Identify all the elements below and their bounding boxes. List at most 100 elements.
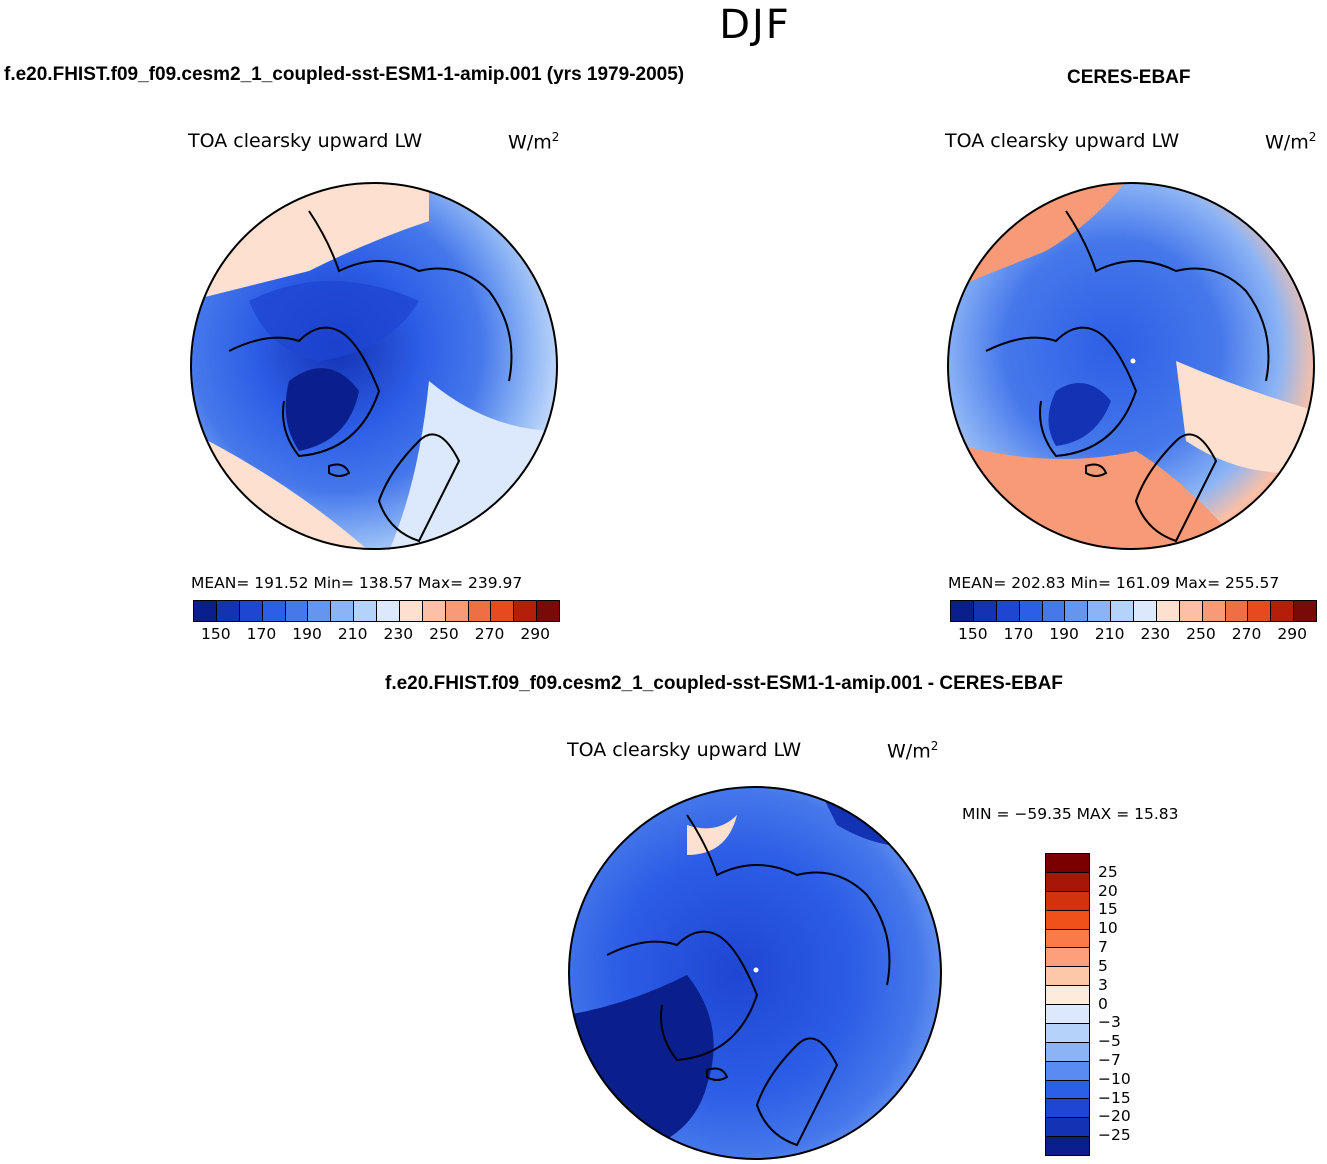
colorbar-box	[445, 601, 469, 621]
colorbar-box	[422, 601, 446, 621]
colorbar-box	[354, 601, 377, 621]
colorbar-box	[1065, 601, 1089, 621]
colorbar-tick-label: −20	[1098, 1107, 1131, 1126]
colorbar-box	[1046, 929, 1089, 949]
colorbar-box	[491, 601, 515, 621]
diff-pole-marker	[753, 967, 759, 973]
model-polar-map	[190, 182, 558, 550]
obs-polar-map	[947, 182, 1315, 550]
obs-coastlines	[985, 210, 1270, 543]
diff-colorbar	[1045, 853, 1090, 1156]
colorbar-box	[308, 601, 332, 621]
colorbar-tick-label: 170	[246, 625, 277, 643]
colorbar-tick-label: 3	[1098, 975, 1108, 994]
colorbar-tick-label: 190	[1049, 625, 1079, 643]
diff-positive-region	[687, 815, 737, 855]
diff-polar-map	[568, 786, 942, 1160]
colorbar-box	[331, 601, 355, 621]
diff-units-label: W/m2	[887, 739, 938, 762]
obs-colorbar	[950, 600, 1317, 622]
units-base: W/m	[508, 131, 552, 154]
model-map-boundary	[190, 182, 558, 550]
colorbar-tick-label: 290	[520, 625, 550, 643]
colorbar-tick-label: 210	[337, 625, 368, 643]
model-variable-label: TOA clearsky upward LW	[188, 130, 423, 152]
colorbar-box	[285, 601, 309, 621]
colorbar-box	[1046, 986, 1089, 1005]
units-base: W/m	[887, 740, 931, 763]
diff-panel-title: f.e20.FHIST.f09_f09.cesm2_1_coupled-sst-…	[385, 673, 1063, 694]
model-greenland-minimum	[285, 368, 359, 451]
colorbar-box	[537, 601, 559, 621]
colorbar-box	[216, 601, 240, 621]
colorbar-box	[1046, 891, 1089, 911]
obs-greenland-minimum	[1048, 383, 1111, 446]
diff-variable-label: TOA clearsky upward LW	[567, 739, 802, 761]
colorbar-tick-label: 150	[958, 625, 988, 643]
colorbar-tick-label: 150	[201, 625, 231, 643]
colorbar-box	[1248, 601, 1272, 621]
colorbar-tick-label: 270	[1231, 625, 1262, 643]
colorbar-box	[1046, 948, 1089, 968]
colorbar-tick-label: 5	[1098, 956, 1108, 975]
colorbar-box	[194, 601, 217, 621]
diff-coastlines	[606, 814, 891, 1147]
colorbar-tick-label: 210	[1094, 625, 1125, 643]
colorbar-box	[951, 601, 974, 621]
colorbar-box	[468, 601, 492, 621]
colorbar-tick-label: −25	[1098, 1126, 1131, 1145]
colorbar-box	[239, 601, 263, 621]
obs-pale-region	[1176, 361, 1314, 473]
model-coastlines	[228, 210, 513, 543]
colorbar-box	[1271, 601, 1295, 621]
colorbar-tick-label: −7	[1098, 1050, 1121, 1069]
units-sup: 2	[551, 130, 560, 144]
model-stats: MEAN= 191.52 Min= 138.57 Max= 239.97	[191, 574, 523, 592]
colorbar-box	[1179, 601, 1203, 621]
colorbar-box	[1046, 910, 1089, 930]
colorbar-box	[1111, 601, 1134, 621]
colorbar-box	[1046, 1005, 1089, 1024]
colorbar-box	[1046, 854, 1089, 873]
colorbar-tick-label: 290	[1277, 625, 1307, 643]
obs-stats: MEAN= 202.83 Min= 161.09 Max= 255.57	[948, 574, 1280, 592]
colorbar-box	[1225, 601, 1249, 621]
obs-pole-marker	[1130, 358, 1136, 364]
colorbar-box	[1046, 1080, 1089, 1100]
colorbar-box	[1046, 1061, 1089, 1081]
colorbar-tick-label: 0	[1098, 994, 1108, 1013]
model-units-label: W/m2	[508, 130, 559, 153]
colorbar-box	[1088, 601, 1112, 621]
colorbar-tick-label: −5	[1098, 1032, 1121, 1051]
colorbar-tick-label: 20	[1098, 881, 1118, 900]
model-panel-title: f.e20.FHIST.f09_f09.cesm2_1_coupled-sst-…	[4, 64, 685, 85]
colorbar-tick-label: 230	[1140, 625, 1171, 643]
obs-panel-title: CERES-EBAF	[1067, 67, 1191, 88]
colorbar-tick-label: −3	[1098, 1013, 1121, 1032]
colorbar-box	[1046, 1137, 1089, 1155]
colorbar-tick-label: 270	[474, 625, 505, 643]
colorbar-tick-label: −15	[1098, 1088, 1131, 1107]
colorbar-box	[514, 601, 538, 621]
colorbar-box	[1202, 601, 1226, 621]
colorbar-box	[1042, 601, 1066, 621]
obs-units-label: W/m2	[1265, 130, 1316, 153]
colorbar-box	[1134, 601, 1157, 621]
colorbar-box	[1019, 601, 1043, 621]
colorbar-box	[377, 601, 400, 621]
colorbar-box	[1046, 1023, 1089, 1043]
colorbar-box	[973, 601, 997, 621]
obs-map-boundary	[947, 182, 1315, 550]
colorbar-tick-label: 15	[1098, 900, 1118, 919]
model-colorbar	[193, 600, 560, 622]
colorbar-tick-label: 250	[1186, 625, 1216, 643]
colorbar-box	[262, 601, 286, 621]
diff-map-boundary	[568, 786, 942, 1160]
colorbar-box	[1046, 1042, 1089, 1062]
model-arctic-basin	[249, 281, 419, 361]
units-sup: 2	[930, 739, 939, 753]
colorbar-box	[1156, 601, 1180, 621]
colorbar-box	[1046, 1099, 1089, 1119]
units-base: W/m	[1265, 131, 1309, 154]
diff-stats: MIN = −59.35 MAX = 15.83	[962, 805, 1179, 823]
